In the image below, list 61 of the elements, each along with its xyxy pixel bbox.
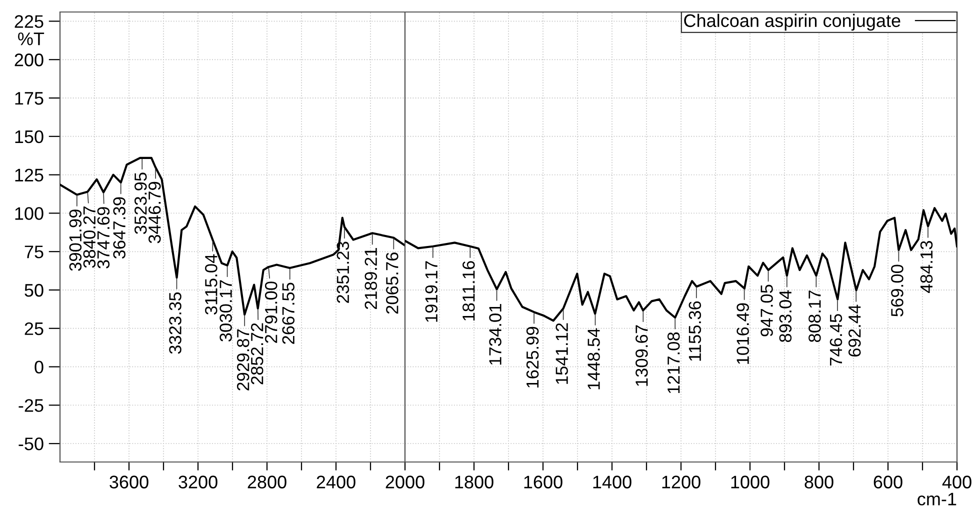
annotation: 947.05 — [760, 284, 773, 336]
annotation: 1309.67 — [636, 325, 648, 386]
annotation: 893.04 — [779, 290, 792, 342]
x-tick-label: 1200 — [662, 476, 700, 488]
x-tick-label: 1800 — [455, 476, 494, 488]
y-tick-label: -25 — [18, 399, 44, 412]
annotation: 1448.54 — [588, 328, 600, 390]
x-tick-label: 2800 — [248, 476, 286, 488]
y-tick-label: 50 — [24, 284, 44, 297]
annotation: 808.17 — [808, 290, 821, 342]
annotation: 569.00 — [891, 264, 904, 316]
annotation: 692.44 — [848, 304, 861, 357]
annotation: 2189.21 — [364, 248, 378, 310]
annotation: 2667.55 — [282, 282, 295, 344]
y-tick-label: 150 — [15, 130, 44, 144]
x-tick-label: 2000 — [386, 476, 424, 488]
x-tick-label: 3200 — [178, 476, 218, 488]
y-tick-label: 25 — [24, 322, 44, 336]
y-axis-title: %T — [18, 32, 44, 46]
x-axis-title: cm-1 — [918, 492, 956, 506]
annotation: 3030.17 — [220, 280, 232, 342]
annotation: 2351.23 — [336, 242, 350, 303]
x-tick-label: 2400 — [316, 476, 356, 488]
y-tick-label: -50 — [18, 438, 44, 450]
x-tick-label: 1000 — [731, 476, 770, 488]
y-tick-label: 0 — [34, 360, 44, 374]
annotation: 3747.69 — [97, 207, 110, 268]
y-tick-label: 125 — [15, 168, 44, 182]
y-tick-label: 200 — [14, 54, 44, 66]
annotation: 1625.99 — [526, 326, 539, 388]
annotation: 2065.76 — [386, 252, 398, 314]
x-tick-label: 1600 — [524, 476, 562, 488]
y-tick-label: 100 — [15, 207, 44, 220]
x-tick-label: 3600 — [110, 476, 148, 488]
annotation: 3523.95 — [134, 172, 147, 234]
annotation: 1155.36 — [688, 301, 702, 361]
x-tick-label: 1400 — [593, 476, 632, 488]
y-tick-label: 175 — [15, 92, 44, 105]
annotation: 3901.99 — [69, 210, 82, 271]
annotation: 1217.08 — [667, 332, 680, 394]
annotation: 1811.16 — [462, 261, 475, 321]
annotation: 3115.04 — [205, 254, 218, 315]
annotation: 746.45 — [830, 314, 842, 366]
annotation: 484.13 — [920, 241, 933, 293]
annotation: 3647.39 — [113, 197, 126, 259]
x-tick-label: 800 — [804, 476, 834, 488]
legend-label: Chalcoan aspirin conjugate — [684, 14, 900, 31]
annotation: 1734.01 — [489, 304, 502, 365]
annotation: 3840.27 — [83, 206, 96, 268]
y-tick-label: 225 — [14, 15, 44, 28]
annotation: 3323.35 — [169, 292, 182, 354]
x-tick-label: 400 — [942, 476, 972, 488]
y-tick-label: 75 — [24, 246, 44, 258]
annotation: 1919.17 — [425, 261, 438, 322]
annotation: 2929.87 — [236, 329, 250, 390]
annotation: 2852.72 — [250, 323, 264, 384]
annotation: 1016.49 — [736, 303, 749, 364]
x-tick-label: 600 — [874, 476, 902, 488]
annotation: 3446.79 — [148, 182, 161, 244]
annotation: 2791.00 — [264, 282, 278, 343]
annotation: 1541.12 — [556, 323, 568, 384]
